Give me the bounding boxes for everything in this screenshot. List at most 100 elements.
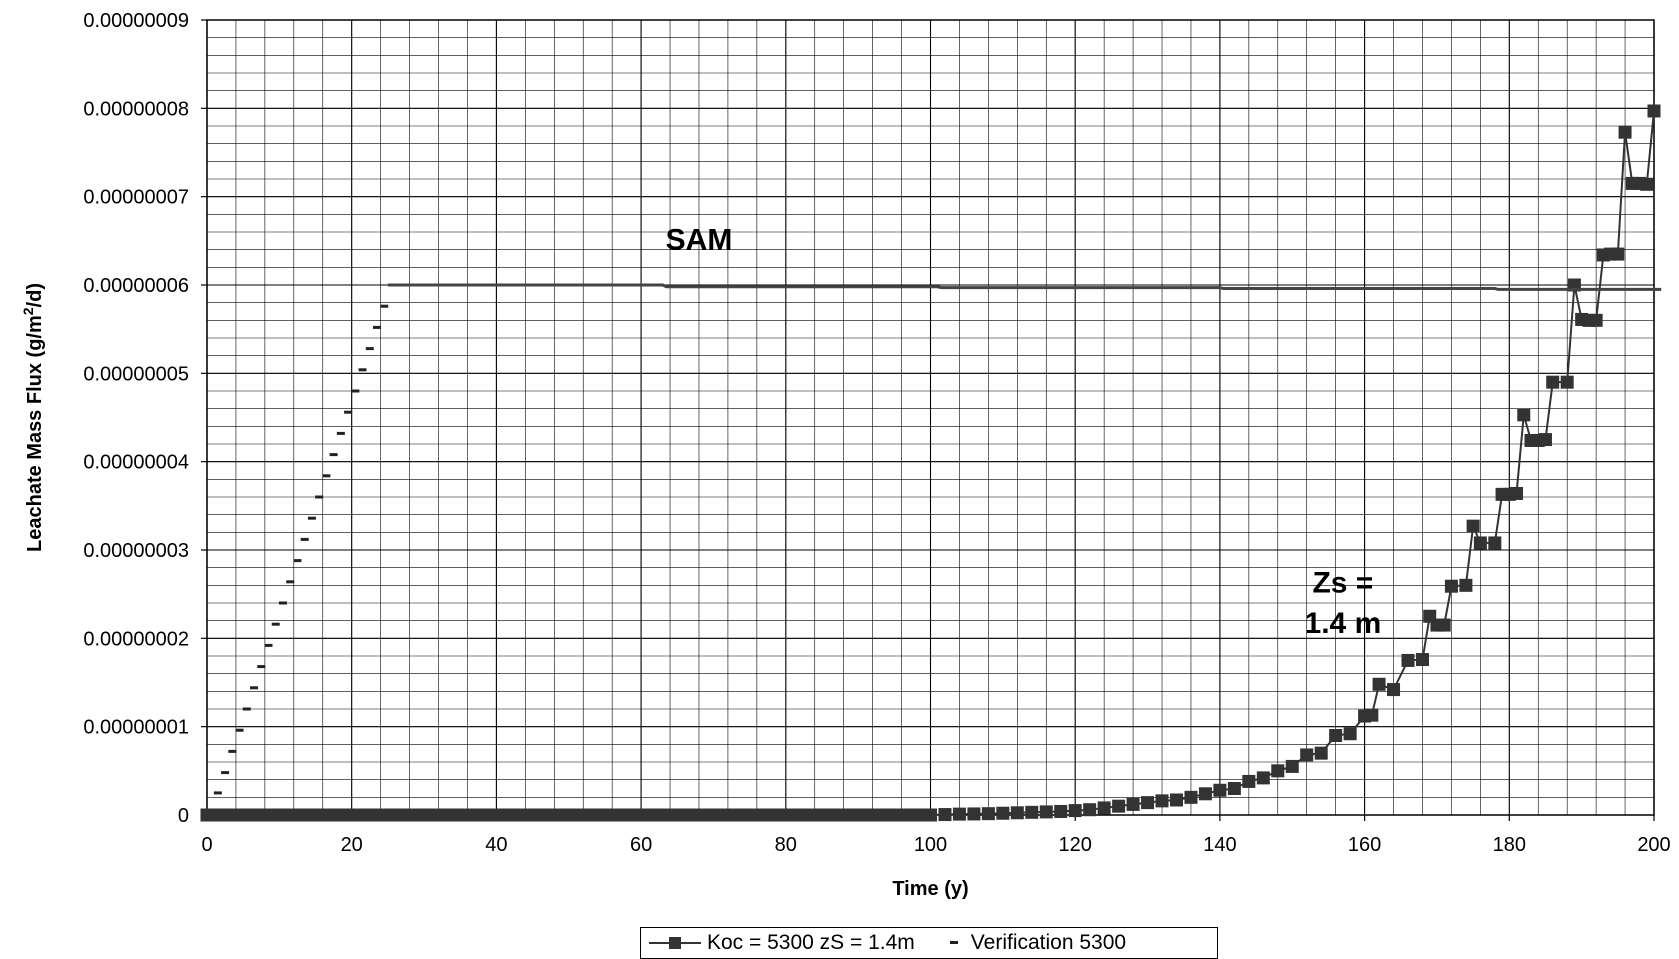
- legend-label-koc: Koc = 5300 zS = 1.4m: [707, 931, 915, 954]
- data-point-verification: [278, 601, 287, 605]
- data-point-verification: [358, 368, 367, 372]
- series-line-koc: [207, 110, 1655, 816]
- x-tick-label: 60: [630, 834, 652, 856]
- data-point-koc: [996, 806, 1010, 820]
- y-tick-label: 0.00000009: [83, 10, 189, 32]
- data-point-koc: [1444, 579, 1458, 593]
- annotation-label: Zs =: [1312, 566, 1373, 599]
- y-tick-label: 0.00000005: [83, 363, 189, 385]
- y-axis-title: Leachate Mass Flux (g/m2/d): [20, 283, 46, 552]
- data-point-verification: [351, 389, 360, 393]
- y-tick-label: 0.00000001: [83, 717, 189, 739]
- data-point-verification: [213, 791, 222, 795]
- y-tick-label: 0.00000007: [83, 187, 189, 209]
- data-point-koc: [1372, 677, 1386, 691]
- data-point-koc: [938, 808, 952, 822]
- data-point-koc: [1184, 790, 1198, 804]
- legend-item-koc: Koc = 5300 zS = 1.4m: [641, 931, 915, 955]
- y-axis-title-main: Leachate Mass Flux (g/m: [24, 315, 46, 552]
- data-point-koc: [1466, 519, 1480, 533]
- data-point-verification: [315, 495, 324, 499]
- y-tick-label: 0.00000008: [83, 98, 189, 120]
- data-point-koc: [952, 807, 966, 821]
- data-point-verification: [336, 431, 345, 435]
- data-point-koc: [1589, 313, 1603, 327]
- data-point-koc: [1213, 783, 1227, 797]
- data-point-koc: [1517, 408, 1531, 422]
- data-point-koc: [1242, 774, 1256, 788]
- series-line-sam: [387, 283, 1662, 291]
- y-tick-label: 0.00000004: [83, 452, 189, 474]
- data-point-koc: [1097, 801, 1111, 815]
- data-point-verification: [380, 304, 389, 308]
- x-tick-label: 0: [201, 834, 212, 856]
- data-point-koc: [1415, 653, 1429, 667]
- data-point-koc-baseline: [924, 808, 937, 822]
- data-point-koc: [1459, 578, 1473, 592]
- data-point-koc: [1546, 375, 1560, 389]
- y-axis-tick-labels: 0 0.00000001 0.00000002 0.00000003 0.0000000…: [83, 10, 207, 827]
- data-point-verification: [365, 347, 374, 351]
- x-tick-label: 140: [1203, 834, 1236, 856]
- data-point-koc: [1227, 782, 1241, 795]
- data-point-verification: [329, 453, 338, 457]
- major-gridlines: [206, 19, 1655, 816]
- data-point-verification: [307, 516, 316, 520]
- annotations: SAM Zs = 1.4 m: [666, 224, 1382, 640]
- data-point-koc: [1054, 804, 1068, 818]
- legend-item-verification: Verification 5300: [915, 931, 1126, 955]
- x-axis-title: Time (y): [892, 878, 968, 900]
- x-tick-label: 20: [341, 834, 363, 856]
- annotation-label: SAM: [666, 224, 733, 257]
- data-point-koc: [1083, 803, 1097, 817]
- data-point-verification: [373, 325, 382, 329]
- legend-label-verification: Verification 5300: [970, 931, 1127, 954]
- legend-swatch-line-square: [649, 933, 701, 953]
- data-point-koc: [1169, 793, 1183, 807]
- data-point-koc: [1437, 618, 1451, 632]
- legend: Koc = 5300 zS = 1.4m Verification 5300: [640, 927, 1218, 959]
- data-point-koc: [1473, 536, 1487, 550]
- data-point-koc: [1560, 375, 1574, 389]
- data-point-koc: [1198, 787, 1212, 801]
- data-point-koc: [1510, 486, 1524, 500]
- data-point-verification: [322, 474, 331, 478]
- data-point-koc: [1647, 104, 1661, 118]
- data-point-koc: [1141, 796, 1155, 810]
- data-point-verification: [293, 559, 302, 563]
- data-point-koc: [1343, 727, 1357, 741]
- data-point-koc: [1300, 748, 1314, 762]
- data-point-koc: [981, 807, 995, 821]
- data-point-koc: [1488, 536, 1502, 550]
- data-point-koc: [1010, 806, 1024, 820]
- y-tick-label: 0.00000003: [83, 540, 189, 562]
- data-point-koc: [967, 807, 981, 821]
- x-tick-label: 180: [1493, 834, 1526, 856]
- x-tick-label: 100: [914, 834, 947, 856]
- data-point-verification: [228, 749, 237, 753]
- data-point-koc: [1112, 799, 1126, 813]
- y-axis-title-superscript: 2: [20, 307, 36, 315]
- annotation-label: 1.4 m: [1305, 607, 1382, 640]
- data-point-koc: [1025, 805, 1039, 819]
- data-point-verification: [344, 410, 353, 414]
- data-point-verification: [250, 686, 259, 690]
- data-point-koc: [1271, 764, 1285, 778]
- x-tick-label: 120: [1059, 834, 1092, 856]
- data-point-verification: [257, 665, 266, 669]
- data-point-verification: [235, 728, 244, 732]
- data-point-koc: [1365, 708, 1379, 722]
- x-tick-label: 80: [775, 834, 797, 856]
- data-point-koc: [1068, 804, 1082, 818]
- series-layer: [200, 104, 1662, 822]
- data-point-koc: [1256, 771, 1270, 785]
- data-point-verification: [271, 622, 280, 626]
- data-point-verification: [286, 580, 295, 584]
- data-point-verification: [300, 537, 309, 541]
- data-point-koc: [1329, 729, 1343, 742]
- data-point-koc: [1538, 433, 1552, 447]
- x-tick-label: 40: [485, 834, 507, 856]
- y-tick-label: 0: [178, 805, 189, 827]
- data-point-koc: [1401, 653, 1415, 667]
- data-point-koc: [1611, 247, 1625, 261]
